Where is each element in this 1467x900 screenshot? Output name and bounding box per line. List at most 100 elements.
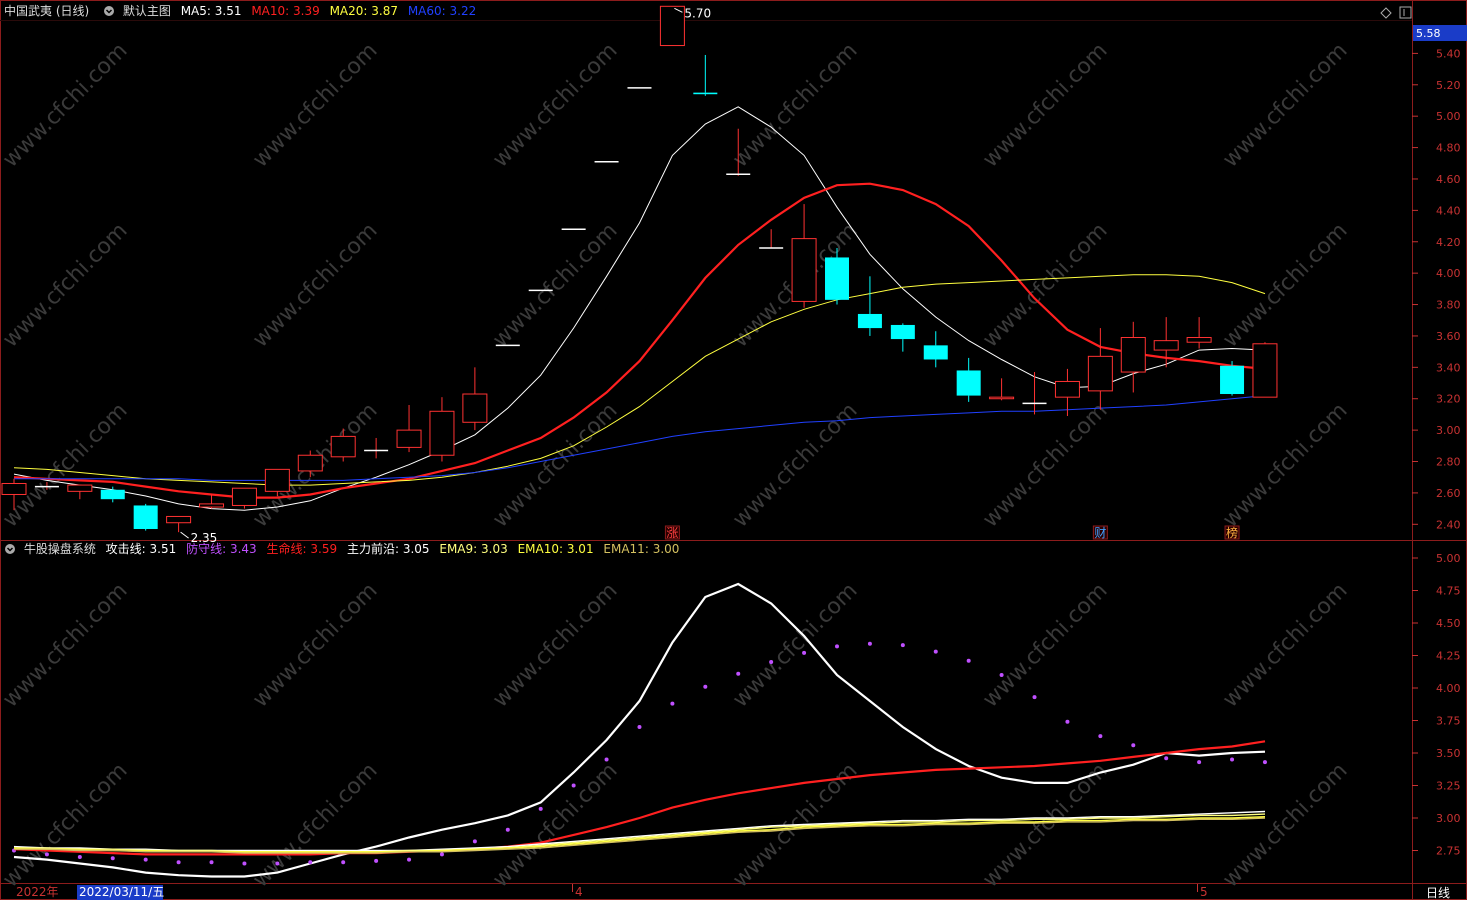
chart-name: 默认主图 [122, 4, 171, 18]
candle[interactable] [825, 248, 849, 305]
watermark-text: www.cfchi.com [0, 218, 133, 352]
candle[interactable] [791, 204, 817, 308]
price-tick-label: 4.80 [1436, 142, 1461, 155]
defend-line-dot [637, 725, 642, 729]
top-right-controls[interactable] [1380, 6, 1412, 19]
watermark-text: www.cfchi.com [488, 578, 622, 712]
candle[interactable] [297, 450, 323, 478]
title: 中国武夷 (日线) [4, 4, 90, 18]
candle[interactable] [759, 229, 784, 249]
candle[interactable] [1186, 317, 1212, 349]
indicator-tick-label: 3.25 [1436, 780, 1461, 793]
candlestick-series[interactable] [1, 5, 1278, 533]
candle[interactable] [166, 515, 192, 533]
watermark-text: www.cfchi.com [1218, 578, 1352, 712]
watermark-text: www.cfchi.com [1218, 398, 1352, 532]
price-tick-label: 4.60 [1436, 173, 1461, 186]
defend-line-dot [1032, 695, 1037, 700]
candle[interactable] [264, 468, 290, 497]
event-markers[interactable]: 涨财榜 [664, 525, 1240, 540]
defend-line-dot [571, 783, 576, 788]
candle[interactable] [857, 276, 882, 336]
indicator-line-EMA11 [14, 817, 1266, 854]
event-marker-label: 榜 [1226, 525, 1238, 540]
defend-line-dot [407, 857, 412, 862]
candle[interactable] [923, 331, 948, 368]
candle-body [1186, 337, 1212, 343]
candle[interactable] [989, 378, 1015, 401]
candle[interactable] [231, 487, 257, 509]
candle[interactable] [1022, 372, 1047, 415]
candle[interactable] [1220, 361, 1245, 396]
candle-body [100, 489, 125, 500]
defend-line-dot [341, 860, 346, 865]
candle[interactable] [330, 428, 356, 462]
defend-line-dot [472, 839, 477, 844]
gear-icon[interactable] [103, 5, 115, 17]
candle[interactable] [693, 54, 718, 96]
watermark-text: www.cfchi.com [248, 578, 382, 712]
price-tick-label: 5.40 [1436, 47, 1461, 60]
candle-body [1054, 380, 1080, 398]
time-axis-may: 5 [1200, 885, 1208, 899]
current-price-tag: 5.58 [1413, 25, 1467, 41]
event-marker[interactable]: 财 [1092, 525, 1108, 540]
candle-body [264, 468, 290, 492]
candle-body [297, 454, 323, 472]
candle[interactable] [1252, 342, 1278, 398]
price-tick-label: 3.60 [1436, 330, 1461, 343]
indicator-tick-label: 4.75 [1436, 585, 1461, 598]
candle[interactable] [462, 367, 488, 431]
candle[interactable] [956, 357, 981, 402]
event-marker[interactable]: 榜 [1224, 525, 1240, 540]
candle-body [133, 505, 158, 530]
diamond-icon[interactable] [1380, 7, 1392, 19]
defend-line-dot [604, 757, 609, 762]
defend-line-dot [1098, 734, 1103, 739]
candle[interactable] [1, 478, 27, 511]
watermark-text: www.cfchi.com [488, 38, 622, 172]
defend-line-dot [900, 643, 905, 648]
candle-body [1120, 337, 1146, 373]
candle[interactable] [199, 494, 225, 509]
candle[interactable] [364, 437, 389, 459]
candle[interactable] [1087, 328, 1113, 410]
candle-body [890, 324, 915, 340]
candle[interactable] [1054, 368, 1080, 416]
defend-line-dot [143, 857, 148, 862]
candle[interactable] [396, 405, 422, 453]
candle[interactable] [1153, 317, 1179, 368]
candle-body [231, 487, 257, 506]
event-marker[interactable]: 涨 [664, 525, 680, 540]
candle[interactable] [726, 128, 751, 176]
defend-line-dot [1131, 743, 1136, 748]
restore-icon[interactable] [1399, 6, 1412, 19]
watermark-text: www.cfchi.com [488, 398, 622, 532]
candle[interactable] [659, 5, 685, 47]
candle-body [1252, 343, 1278, 398]
candle-body [825, 257, 849, 300]
candle-body [791, 238, 817, 302]
gear-icon[interactable] [4, 543, 16, 555]
candle-body [1087, 355, 1113, 392]
candle[interactable] [1120, 321, 1146, 393]
watermark-text: www.cfchi.com [248, 758, 382, 892]
price-tick-label: 3.20 [1436, 393, 1461, 406]
watermark-text: www.cfchi.com [728, 38, 862, 172]
candle[interactable] [890, 323, 915, 352]
candle-body [857, 313, 882, 329]
indicator-title: 牛股操盘系统 [23, 542, 96, 556]
defend-line-dot [176, 860, 181, 865]
candle[interactable] [133, 503, 158, 531]
candle[interactable] [429, 397, 455, 462]
watermark-text: www.cfchi.com [248, 38, 382, 172]
ema10-label: EMA10: 3.01 [517, 542, 594, 556]
candle[interactable] [67, 484, 93, 500]
indicator-tick-label: 5.00 [1436, 552, 1461, 565]
period-label[interactable]: 日线 [1426, 886, 1450, 900]
defend-line-dot [77, 855, 82, 859]
candle[interactable] [100, 486, 125, 503]
candle[interactable] [34, 481, 59, 490]
ma-line-ma20 [13, 274, 1266, 486]
